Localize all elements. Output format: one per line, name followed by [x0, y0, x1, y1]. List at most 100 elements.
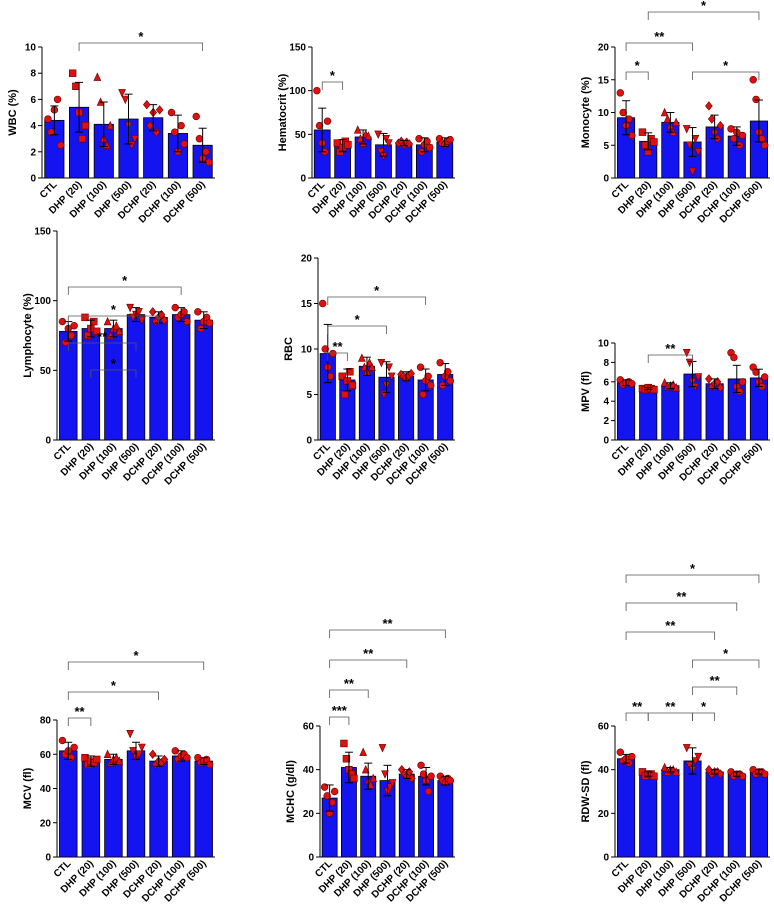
significance-label: ***: [332, 703, 348, 718]
data-point: [387, 372, 396, 382]
data-point: [419, 390, 427, 399]
significance-bracket: [625, 602, 738, 611]
y-tick-label: 0: [300, 174, 306, 185]
data-point: [760, 141, 769, 149]
data-point: [313, 86, 321, 95]
data-point: [341, 390, 349, 399]
y-tick-label: 40: [598, 765, 610, 776]
data-point: [81, 313, 89, 322]
y-axis-label: Monocyte (%): [580, 76, 592, 148]
y-tick-label: 2: [30, 147, 36, 158]
y-tick-label: 60: [598, 722, 610, 733]
significance-bracket: [327, 352, 348, 361]
y-tick-label: 20: [301, 254, 313, 265]
data-point: [357, 353, 366, 362]
significance-label: **: [382, 616, 393, 631]
data-point: [660, 378, 669, 387]
y-tick-label: 40: [40, 784, 52, 795]
data-point: [321, 345, 329, 353]
bar: [437, 780, 454, 858]
data-point: [672, 767, 680, 776]
data-point: [126, 729, 134, 739]
data-point: [183, 753, 191, 762]
y-tick-label: 150: [34, 227, 51, 238]
data-point: [381, 770, 389, 779]
data-point: [346, 368, 354, 376]
data-point: [93, 327, 101, 336]
significance-label: *: [635, 58, 641, 73]
y-tick-label: 0: [306, 436, 312, 447]
y-tick-label: 10: [301, 345, 313, 356]
significance-label: *: [138, 29, 144, 44]
data-point: [326, 372, 335, 380]
data-point: [660, 107, 669, 117]
y-axis-label: Lymphocyte (%): [22, 293, 34, 378]
data-point: [716, 769, 725, 779]
significance-label: **: [333, 339, 344, 354]
y-tick-label: 60: [303, 722, 315, 733]
significance-bracket: [625, 42, 693, 51]
significance-bracket: [625, 71, 649, 80]
data-point: [716, 120, 725, 131]
data-point: [328, 798, 336, 807]
significance-label: **: [75, 704, 86, 719]
bar: [727, 773, 746, 858]
data-point: [672, 117, 680, 127]
y-tick-label: 150: [289, 43, 306, 54]
data-point: [167, 108, 176, 117]
significance-label: *: [111, 678, 117, 693]
significance-label: **: [676, 589, 687, 604]
y-axis-label: MCHC (g/dl): [285, 760, 297, 823]
bar: [617, 758, 636, 858]
y-axis-label: RBC: [283, 337, 295, 361]
data-point: [365, 357, 374, 367]
significance-bracket: [67, 717, 92, 726]
data-point: [427, 381, 435, 390]
bar: [705, 383, 724, 441]
y-tick-label: 5: [603, 141, 609, 152]
significance-label: *: [374, 283, 380, 298]
significance-bracket: [692, 659, 760, 668]
data-point: [685, 761, 694, 771]
significance-bracket: [625, 574, 760, 583]
significance-label: *: [690, 561, 696, 576]
y-tick-label: 10: [598, 108, 610, 119]
y-axis-label: RDW-SD (fl): [580, 760, 592, 822]
data-point: [350, 774, 358, 783]
data-point: [126, 303, 134, 313]
data-point: [436, 358, 444, 367]
significance-bracket: [329, 659, 408, 668]
data-point: [446, 776, 455, 785]
bar: [398, 773, 415, 858]
data-point: [338, 372, 346, 380]
bar: [59, 750, 78, 858]
data-point: [157, 309, 166, 320]
significance-label: *: [111, 302, 117, 317]
data-point: [735, 387, 744, 396]
bar: [705, 771, 724, 858]
significance-label: *: [122, 273, 128, 288]
data-point: [727, 125, 735, 133]
data-point: [118, 89, 126, 98]
significance-bracket: [692, 712, 716, 721]
data-point: [340, 739, 348, 748]
data-point: [103, 749, 112, 758]
data-point: [53, 95, 62, 104]
significance-label: *: [701, 699, 707, 714]
significance-label: *: [355, 312, 361, 327]
data-point: [72, 82, 80, 91]
data-point: [90, 317, 98, 326]
data-point: [57, 141, 65, 149]
data-point: [143, 99, 151, 110]
y-tick-label: 4: [30, 121, 36, 132]
data-point: [67, 753, 75, 762]
data-point: [103, 316, 112, 326]
data-point: [716, 382, 725, 393]
y-tick-label: 10: [598, 339, 610, 350]
bar: [639, 388, 658, 441]
y-tick-label: 20: [598, 809, 610, 820]
significance-bracket: [67, 342, 137, 351]
